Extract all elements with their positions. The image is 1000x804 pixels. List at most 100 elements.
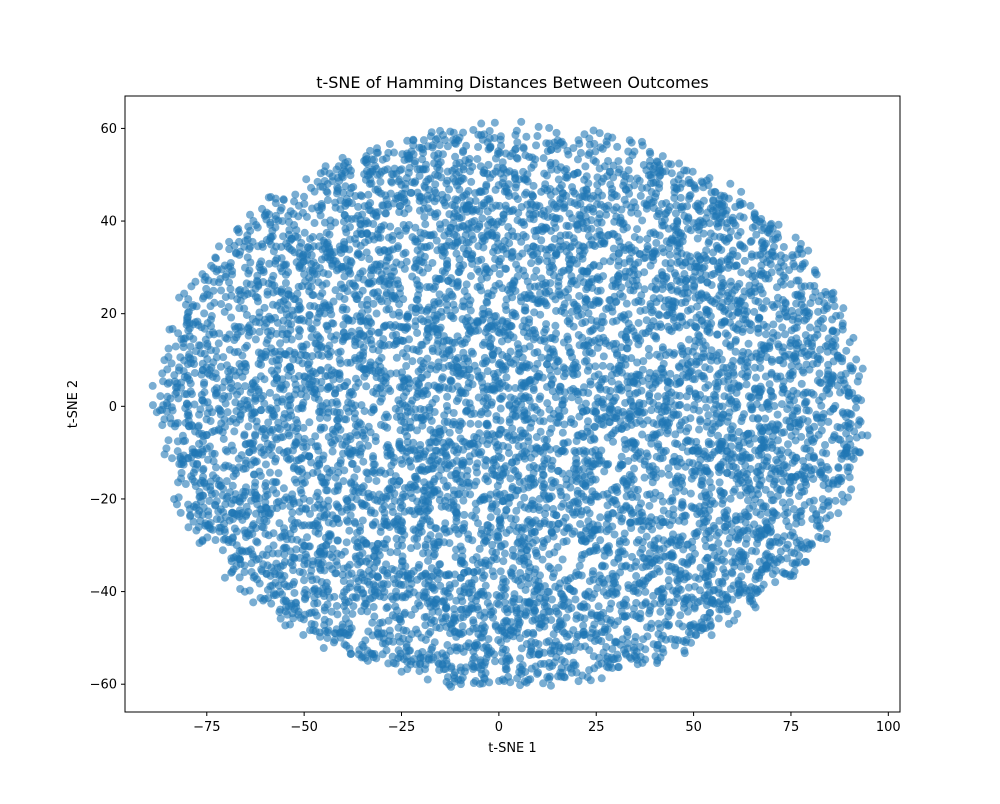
scatter-point (560, 203, 569, 212)
scatter-point (643, 452, 652, 461)
scatter-point (599, 257, 608, 266)
scatter-point (419, 136, 428, 145)
scatter-point (522, 546, 531, 555)
scatter-point (345, 526, 354, 535)
scatter-point (657, 200, 666, 209)
scatter-point (512, 506, 521, 515)
scatter-point (211, 253, 220, 262)
scatter-point (853, 377, 862, 386)
scatter-point (597, 674, 606, 683)
scatter-point (627, 138, 636, 147)
scatter-point (543, 535, 552, 544)
scatter-point (596, 536, 605, 545)
scatter-point (376, 527, 385, 536)
scatter-point (733, 609, 742, 618)
scatter-point (323, 473, 332, 482)
scatter-point (584, 150, 593, 159)
scatter-point (699, 344, 708, 353)
scatter-point (430, 282, 439, 291)
scatter-point (227, 313, 236, 322)
scatter-point (746, 201, 755, 210)
scatter-point (824, 465, 833, 474)
scatter-point (614, 257, 623, 266)
scatter-point (619, 421, 628, 430)
scatter-point (606, 180, 615, 189)
scatter-point (277, 242, 286, 251)
scatter-point (378, 155, 387, 164)
scatter-point (693, 234, 702, 243)
scatter-point (759, 580, 768, 589)
scatter-point (748, 223, 757, 232)
scatter-point (490, 118, 499, 127)
scatter-point (838, 490, 847, 499)
scatter-point (221, 399, 230, 408)
scatter-point (199, 380, 208, 389)
scatter-point (423, 675, 432, 684)
scatter-point (167, 419, 176, 428)
scatter-point (358, 210, 367, 219)
scatter-point (472, 477, 481, 486)
scatter-point (852, 355, 861, 364)
scatter-point (680, 487, 689, 496)
scatter-point (498, 657, 507, 666)
scatter-point (676, 193, 685, 202)
scatter-point (223, 334, 232, 343)
scatter-point (279, 432, 288, 441)
scatter-point (322, 279, 331, 288)
scatter-point (484, 332, 493, 341)
scatter-point (316, 365, 325, 374)
scatter-point (385, 340, 394, 349)
scatter-point (190, 360, 199, 368)
scatter-point (664, 576, 673, 585)
scatter-point (505, 418, 514, 427)
scatter-point (737, 187, 746, 196)
scatter-point (702, 403, 711, 412)
scatter-point (401, 248, 410, 257)
scatter-point (148, 381, 157, 390)
scatter-point (724, 619, 733, 628)
scatter-point (576, 519, 585, 528)
scatter-point (475, 544, 484, 553)
scatter-point (412, 454, 421, 463)
scatter-point (575, 561, 584, 570)
scatter-point (538, 555, 547, 564)
scatter-point (565, 314, 574, 323)
scatter-point (575, 291, 584, 300)
scatter-point (300, 199, 309, 208)
scatter-point (396, 426, 405, 435)
scatter-point (499, 644, 508, 653)
scatter-point (332, 331, 341, 340)
scatter-point (681, 511, 690, 520)
scatter-point (431, 394, 440, 403)
scatter-point (336, 359, 345, 368)
scatter-point (256, 443, 265, 452)
scatter-point (675, 159, 684, 168)
scatter-point (449, 128, 458, 137)
scatter-point (392, 534, 401, 543)
scatter-point (449, 409, 458, 418)
scatter-point (451, 579, 460, 588)
scatter-point (833, 422, 842, 431)
scatter-point (265, 388, 274, 397)
scatter-point (294, 282, 303, 291)
scatter-point (428, 143, 437, 152)
scatter-point (368, 520, 377, 529)
scatter-point (667, 160, 676, 169)
scatter-point (316, 384, 325, 393)
scatter-point (722, 237, 731, 246)
scatter-point (660, 302, 669, 311)
scatter-point (744, 339, 753, 348)
scatter-point (817, 466, 826, 475)
scatter-point (522, 132, 531, 141)
scatter-point (761, 414, 770, 423)
scatter-point (452, 632, 461, 641)
scatter-point (633, 492, 642, 501)
scatter-point (184, 401, 193, 410)
scatter-point (540, 169, 549, 178)
scatter-point (640, 268, 649, 277)
scatter-point (333, 415, 342, 424)
scatter-point (267, 366, 276, 375)
scatter-point (299, 630, 308, 639)
scatter-point (445, 428, 454, 437)
scatter-point (530, 348, 539, 357)
